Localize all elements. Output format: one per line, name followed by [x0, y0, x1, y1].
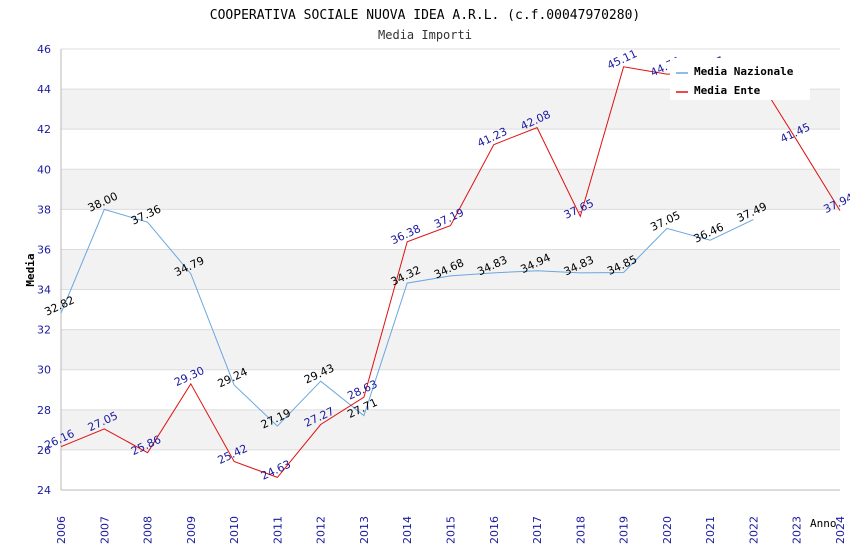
x-tick-label: 2023	[791, 516, 804, 544]
x-tick-label: 2024	[834, 516, 847, 544]
x-tick-label: 2010	[228, 516, 241, 544]
y-tick-label: 26	[37, 444, 51, 457]
x-tick-label: 2011	[271, 516, 284, 544]
y-tick-label: 40	[37, 163, 51, 176]
chart-title: COOPERATIVA SOCIALE NUOVA IDEA A.R.L. (c…	[210, 8, 640, 23]
y-tick-label: 42	[37, 123, 51, 136]
x-tick-label: 2016	[488, 516, 501, 544]
grid-band	[61, 249, 840, 290]
data-label-nazionale: 36.46	[692, 221, 726, 246]
y-tick-label: 28	[37, 404, 51, 417]
y-tick-label: 44	[37, 83, 51, 96]
x-tick-label: 2019	[618, 516, 631, 544]
x-tick-label: 2017	[531, 516, 544, 544]
x-tick-label: 2009	[185, 516, 198, 544]
grid-band	[61, 329, 840, 370]
legend: Media Nazionale Media Ente	[670, 58, 810, 100]
data-label-ente: 24.63	[259, 458, 293, 483]
legend-label-ente: Media Ente	[694, 84, 761, 97]
data-label-nazionale: 32.82	[42, 293, 76, 318]
y-tick-label: 32	[37, 324, 51, 337]
x-tick-label: 2007	[98, 516, 111, 544]
x-axis-label: Anno	[810, 517, 837, 530]
grid-band	[61, 409, 840, 450]
x-tick-label: 2022	[747, 516, 760, 544]
legend-box	[670, 58, 810, 100]
y-tick-label: 30	[37, 364, 51, 377]
x-tick-labels: 2006 2007 2008 2009 2010 2011 2012 2013 2014 2015…	[55, 516, 847, 544]
y-tick-label: 24	[37, 484, 51, 497]
y-axis-label: Media	[24, 253, 37, 286]
x-tick-label: 2008	[142, 516, 155, 544]
x-tick-label: 2013	[358, 516, 371, 544]
data-label-ente: 36.38	[389, 222, 423, 247]
x-tick-label: 2012	[315, 516, 328, 544]
y-tick-labels: 24 26 28 30 32 34 36 38 40 42 44 46	[37, 43, 51, 497]
x-tick-label: 2021	[704, 516, 717, 544]
series-line-nazionale	[60, 208, 754, 427]
x-tick-label: 2015	[445, 516, 458, 544]
x-tick-label: 2014	[401, 516, 414, 544]
grid-band	[61, 169, 840, 210]
x-tick-label: 2020	[661, 516, 674, 544]
chart-subtitle: Media Importi	[378, 28, 472, 42]
grid-bands	[61, 89, 840, 450]
x-tick-label: 2018	[574, 516, 587, 544]
y-tick-label: 38	[37, 203, 51, 216]
x-tick-label: 2006	[55, 516, 68, 544]
y-tick-label: 46	[37, 43, 51, 56]
gridlines	[61, 48, 840, 451]
y-tick-label: 34	[37, 284, 51, 297]
legend-label-nazionale: Media Nazionale	[694, 65, 794, 78]
y-tick-label: 36	[37, 243, 51, 256]
